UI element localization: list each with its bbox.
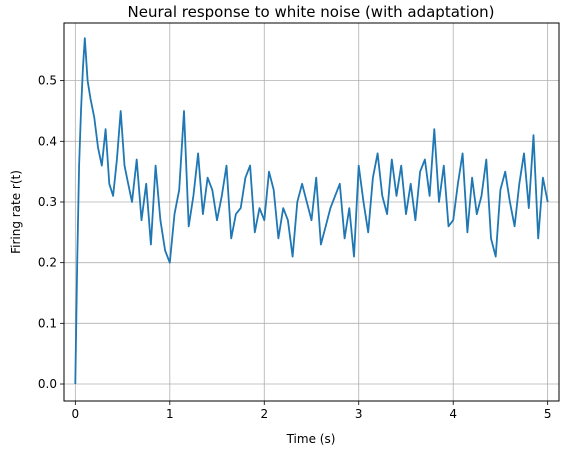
chart-title: Neural response to white noise (with ada… — [128, 3, 495, 21]
series-line-0 — [74, 37, 549, 385]
x-axis-label: Time (s) — [286, 432, 336, 446]
x-tick-label: 5 — [544, 407, 552, 421]
x-tick-label: 3 — [355, 407, 363, 421]
y-tick-label: 0.0 — [38, 377, 57, 391]
plot-area — [64, 23, 559, 401]
x-axis: 0 1 2 3 4 5 — [72, 401, 552, 421]
series-group — [74, 37, 549, 385]
plot-frame — [63, 22, 560, 402]
x-tick-label: 1 — [166, 407, 174, 421]
y-axis-label: Firing rate r(t) — [9, 170, 23, 254]
grid — [64, 23, 559, 401]
x-tick-label: 4 — [449, 407, 457, 421]
x-tick-label: 0 — [72, 407, 80, 421]
y-tick-label: 0.2 — [38, 256, 57, 270]
y-tick-label: 0.4 — [38, 134, 57, 148]
y-tick-label: 0.1 — [38, 316, 57, 330]
y-tick-label: 0.5 — [38, 74, 57, 88]
x-tick-label: 2 — [260, 407, 268, 421]
y-tick-label: 0.3 — [38, 195, 57, 209]
y-axis: 0.0 0.1 0.2 0.3 0.4 0.5 — [38, 74, 64, 391]
